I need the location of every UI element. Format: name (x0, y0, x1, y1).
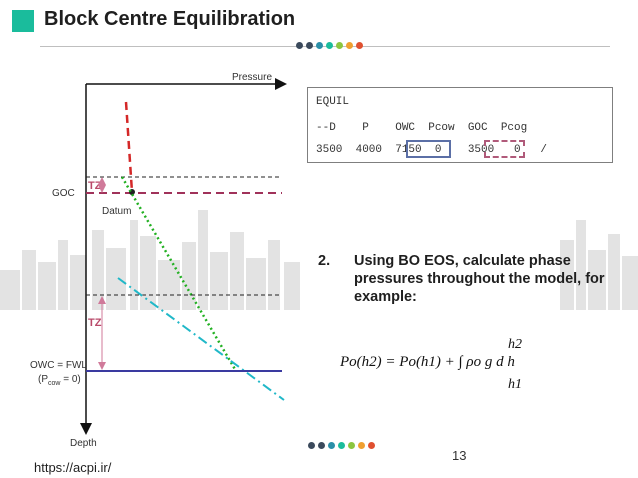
decor-dot-icon (328, 442, 335, 449)
decor-dot-icon (326, 42, 333, 49)
decor-dot-icon (348, 442, 355, 449)
pressure-formula: h2 Po(h2) = Po(h1) + ∫ ρo g d h h1 (339, 337, 522, 392)
step-description: Using BO EOS, calculate phase pressures … (354, 253, 605, 305)
water-gradient-line (117, 277, 285, 401)
pcow-label: (Pcow = 0) (38, 374, 81, 387)
decor-dot-icon (368, 442, 375, 449)
formula-expression: Po(h2) = Po(h1) + ∫ ρo g d h (339, 354, 515, 370)
decor-dot-icon (318, 442, 325, 449)
equil-keyword-box: EQUIL --D P OWC Pcow GOC Pcog 3500 4000 … (307, 87, 613, 163)
goc-value-highlight (484, 140, 525, 158)
gas-gradient-line (124, 101, 134, 193)
equil-line-headers: --D P OWC Pcow GOC Pcog (316, 122, 528, 134)
skyline-watermark (0, 210, 638, 310)
decor-dots-bottom (308, 442, 375, 449)
pressure-axis-label: Pressure (232, 72, 272, 83)
goc-label: GOC (52, 188, 75, 199)
title-accent-block (12, 10, 34, 32)
decor-dot-icon (338, 442, 345, 449)
depth-axis-label: Depth (70, 438, 97, 449)
source-url[interactable]: https://acpi.ir/ (34, 460, 112, 475)
decor-dots-top (296, 42, 363, 49)
datum-label: Datum (102, 206, 131, 217)
equil-line-values: 3500 4000 7150 0 3500 0 / (316, 144, 548, 156)
formula-upper-limit: h2 (508, 337, 522, 352)
decor-dot-icon (356, 42, 363, 49)
decor-dot-icon (358, 442, 365, 449)
title-divider (40, 46, 610, 47)
tz-lower-label: TZ (88, 317, 102, 329)
oil-gradient-line (120, 176, 238, 372)
decor-dot-icon (306, 42, 313, 49)
step-number: 2. (318, 253, 331, 269)
owc-label: OWC = FWL (30, 360, 87, 371)
slide-title: Block Centre Equilibration (44, 8, 296, 30)
decor-dot-icon (336, 42, 343, 49)
formula-lower-limit: h1 (508, 377, 522, 392)
page-number: 13 (452, 448, 467, 463)
decor-dot-icon (316, 42, 323, 49)
equil-line-keyword: EQUIL (316, 96, 350, 108)
decor-dot-icon (308, 442, 315, 449)
decor-dot-icon (346, 42, 353, 49)
owc-value-highlight (406, 140, 451, 158)
decor-dot-icon (296, 42, 303, 49)
tz-upper-label: TZ (88, 180, 102, 192)
